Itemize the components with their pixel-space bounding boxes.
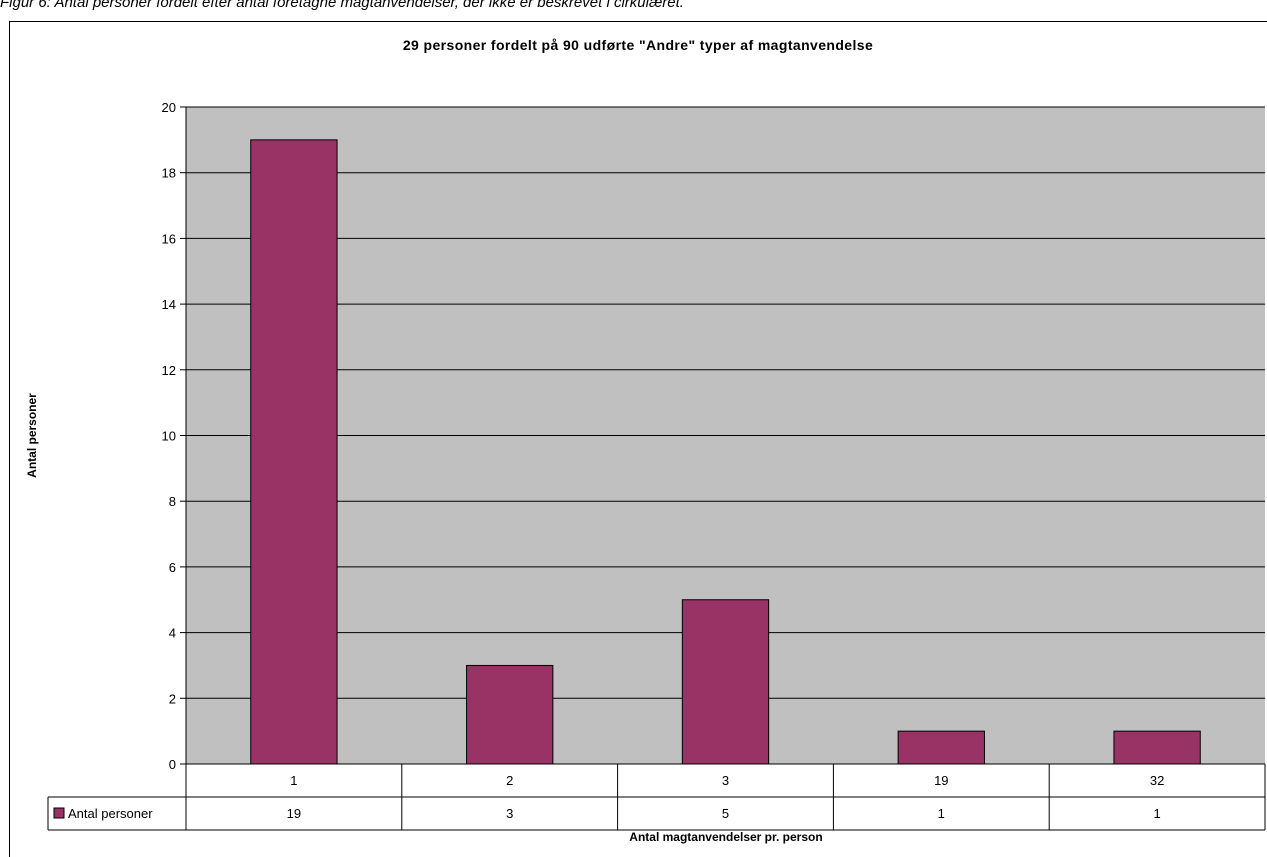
y-tick-label: 18 — [162, 166, 176, 181]
y-tick-label: 2 — [169, 691, 176, 706]
y-tick-label: 4 — [169, 626, 176, 641]
data-value-label: 5 — [722, 806, 729, 821]
legend-label: Antal personer — [68, 806, 153, 821]
legend-swatch — [53, 807, 65, 819]
y-tick-label: 0 — [169, 757, 176, 772]
data-value-label: 3 — [506, 806, 513, 821]
x-tick-label: 2 — [506, 773, 513, 788]
bar — [681, 599, 770, 765]
bar — [897, 730, 985, 765]
x-tick-label: 19 — [934, 773, 948, 788]
bar — [250, 139, 338, 765]
y-tick-label: 6 — [169, 560, 176, 575]
x-axis-label: Antal magtanvendelser pr. person — [629, 830, 822, 844]
y-tick-label: 8 — [169, 494, 176, 509]
y-axis-label: Antal personer — [25, 393, 39, 478]
figure-caption: Figur 6: Antal personer fordelt efter an… — [0, 0, 684, 11]
y-tick-label: 14 — [162, 297, 176, 312]
data-value-label: 19 — [287, 806, 301, 821]
y-tick-label: 20 — [162, 100, 176, 115]
y-tick-label: 16 — [162, 231, 176, 246]
y-tick-label: 10 — [162, 429, 176, 444]
data-value-label: 1 — [1153, 806, 1160, 821]
bar — [466, 664, 554, 765]
x-tick-label: 3 — [722, 773, 729, 788]
x-tick-label: 32 — [1150, 773, 1164, 788]
chart-title: 29 personer fordelt på 90 udførte "Andre… — [403, 37, 873, 53]
y-tick-label: 12 — [162, 363, 176, 378]
x-tick-label: 1 — [290, 773, 297, 788]
bar — [1113, 730, 1201, 765]
data-value-label: 1 — [938, 806, 945, 821]
